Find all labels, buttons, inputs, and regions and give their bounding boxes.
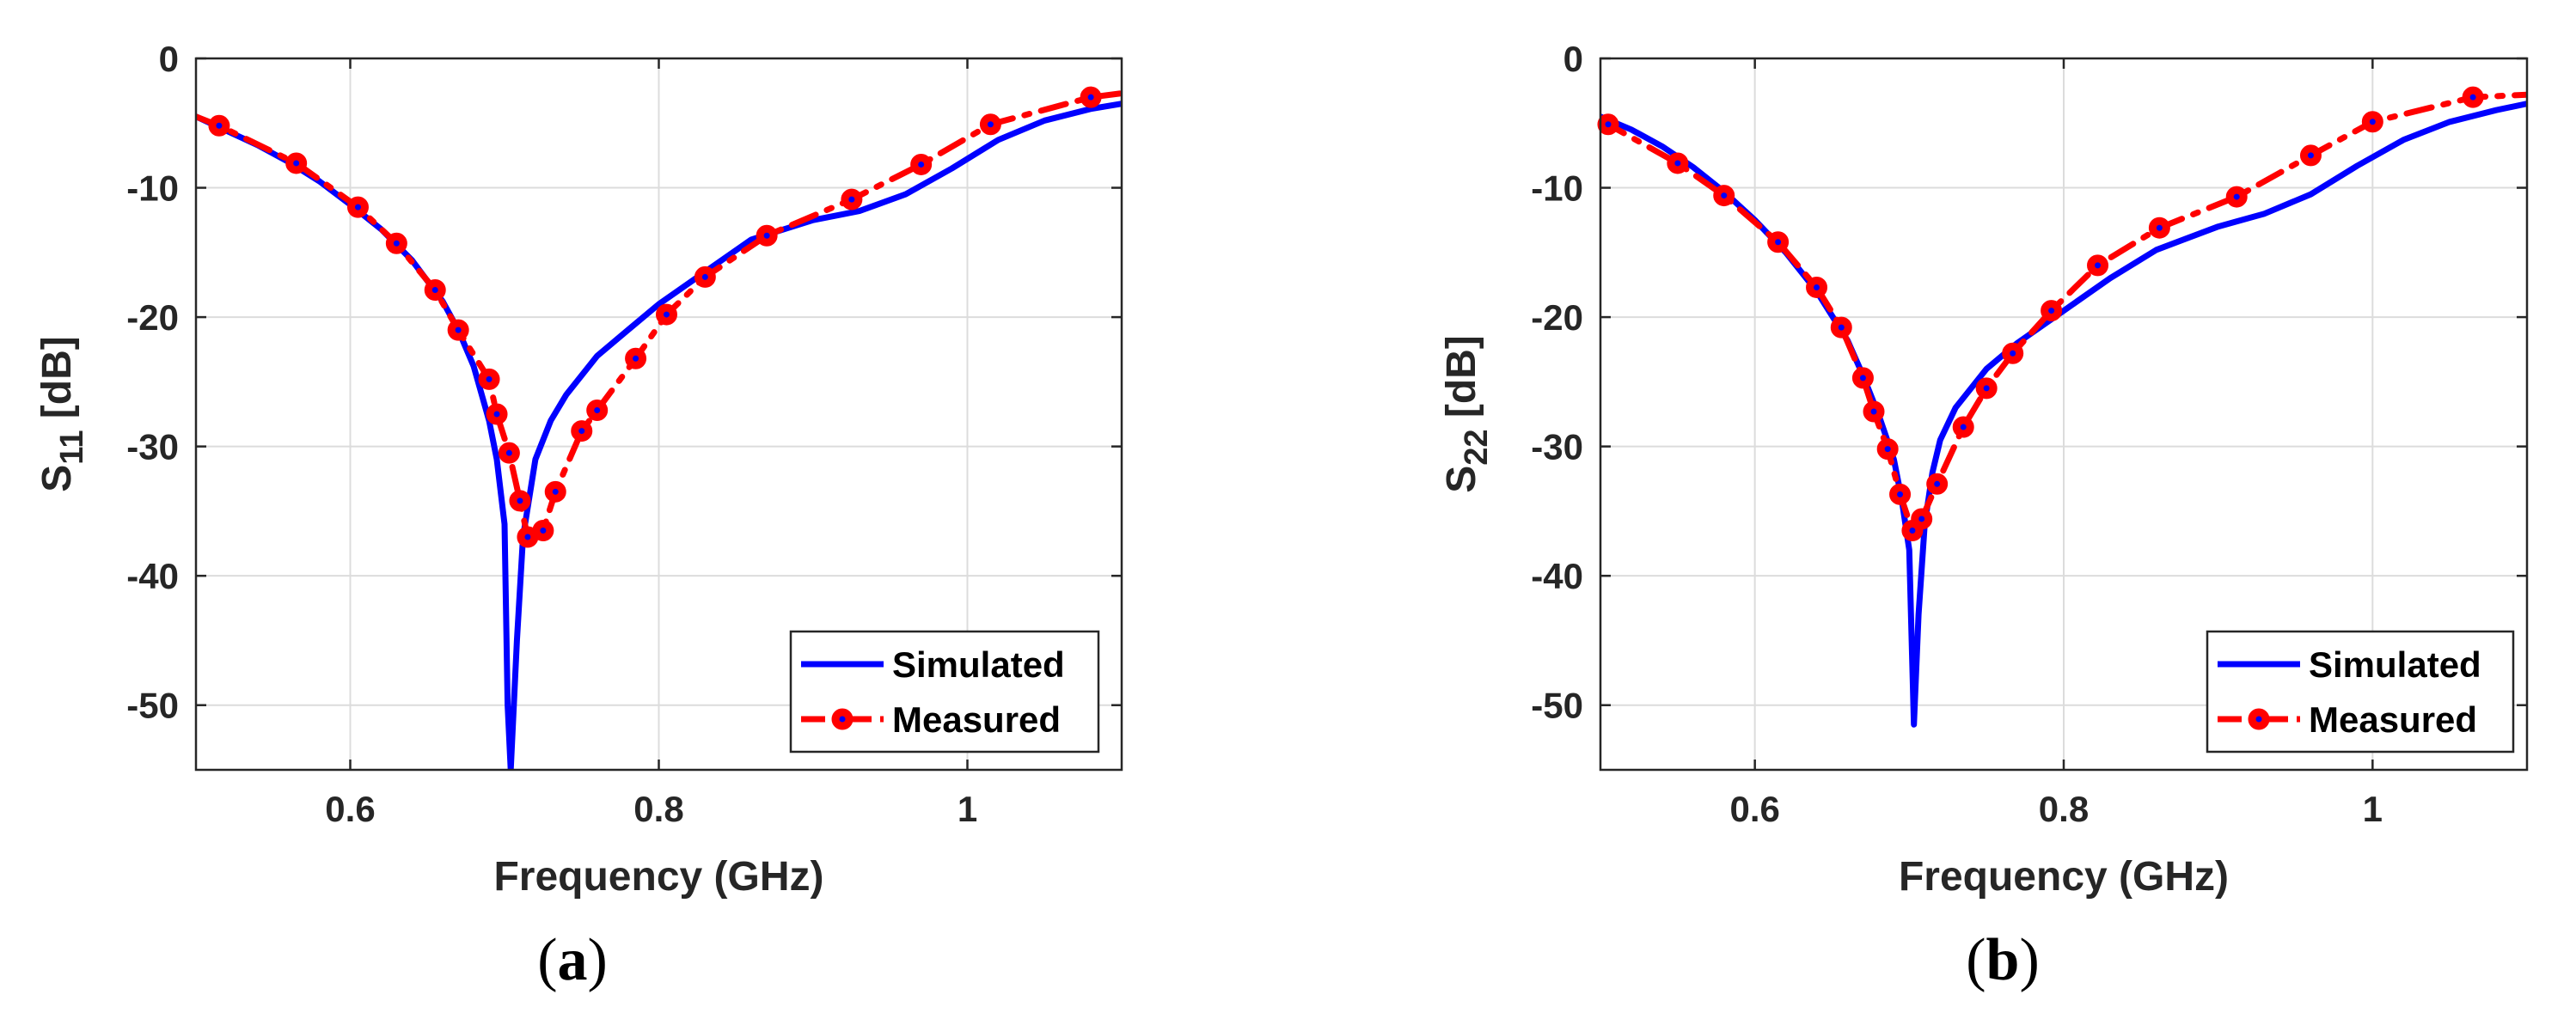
- data-point: [841, 188, 863, 211]
- data-point: [532, 519, 554, 541]
- legend: Simulated Measured: [2206, 630, 2515, 754]
- y-tick-label: 0: [1563, 39, 1583, 79]
- y-tick-label: 0: [159, 39, 179, 79]
- y-tick-label: -40: [126, 556, 179, 596]
- panel-caption: (b): [1966, 927, 2040, 993]
- y-tick-label: -10: [1531, 168, 1583, 209]
- data-point: [2041, 300, 2063, 322]
- x-tick-label: 0.8: [2039, 789, 2089, 829]
- data-point: [2002, 342, 2024, 364]
- data-point: [2087, 254, 2109, 277]
- data-point: [1767, 231, 1790, 253]
- data-point: [2148, 217, 2170, 239]
- data-point: [625, 347, 647, 369]
- data-point: [544, 480, 566, 503]
- data-point: [694, 265, 716, 288]
- data-point: [1806, 276, 1828, 298]
- x-tick-label: 1: [958, 789, 977, 829]
- x-axis-label: Frequency (GHz): [1899, 854, 2229, 900]
- y-tick-label: -30: [1531, 427, 1583, 467]
- data-point: [208, 114, 230, 137]
- x-tick-label: 0.8: [633, 789, 683, 829]
- data-point: [447, 319, 469, 341]
- data-point: [498, 442, 520, 464]
- data-point: [478, 368, 500, 390]
- chart-panel-a: 0.6 0.8 1 0 -10 -20 -30 -40 -50 Frequency (GHz) S1…: [34, 39, 1123, 993]
- data-point: [2225, 186, 2248, 208]
- y-tick-label: -50: [126, 686, 179, 726]
- data-point: [1975, 377, 1998, 400]
- data-point: [1597, 113, 1619, 136]
- data-point: [1889, 483, 1912, 505]
- data-point: [655, 303, 677, 326]
- data-point: [571, 420, 593, 442]
- x-tick-label: 0.6: [1729, 789, 1779, 829]
- legend-marker-center: [2255, 716, 2262, 723]
- data-point: [486, 403, 508, 425]
- data-point: [1952, 416, 1974, 438]
- data-point: [1830, 316, 1852, 339]
- data-point: [509, 490, 531, 512]
- legend: Simulated Measured: [789, 630, 1100, 754]
- legend-label-measured: Measured: [2309, 699, 2477, 740]
- x-tick-label: 0.6: [325, 789, 375, 829]
- legend-label-simulated: Simulated: [892, 644, 1065, 685]
- x-tick-label: 1: [2363, 789, 2383, 829]
- legend-marker-center: [839, 716, 846, 723]
- data-point: [385, 232, 407, 254]
- data-point: [285, 152, 308, 174]
- data-point: [1876, 438, 1899, 461]
- data-point: [1926, 473, 1949, 495]
- legend-label-measured: Measured: [892, 699, 1061, 740]
- data-point: [910, 153, 933, 175]
- y-tick-label: -40: [1531, 556, 1583, 596]
- data-point: [424, 278, 446, 301]
- chart-panel-b: 0.6 0.8 1 0 -10 -20 -30 -40 -50 Frequency (GHz) S2…: [1439, 39, 2529, 993]
- data-point: [1851, 367, 1874, 389]
- data-point: [1713, 185, 1735, 207]
- y-tick-label: -30: [126, 427, 179, 467]
- y-tick-label: -50: [1531, 686, 1583, 726]
- data-point: [979, 113, 1001, 136]
- series-line-simulated: [196, 101, 1122, 770]
- y-axis-label: S11 [dB]: [34, 336, 90, 491]
- y-axis-label: S22 [dB]: [1439, 335, 1495, 493]
- data-point: [2299, 144, 2322, 167]
- data-point: [2462, 86, 2484, 108]
- data-point: [1911, 508, 1933, 530]
- data-point: [1863, 400, 1885, 423]
- panel-caption: (a): [537, 927, 608, 993]
- data-point: [1080, 86, 1102, 108]
- x-axis-label: Frequency (GHz): [493, 854, 823, 900]
- data-point: [756, 224, 778, 247]
- y-tick-label: -10: [126, 168, 179, 209]
- y-tick-label: -20: [126, 297, 179, 338]
- data-point: [1667, 152, 1689, 174]
- data-point: [346, 196, 369, 218]
- data-point: [586, 399, 609, 421]
- legend-label-simulated: Simulated: [2309, 644, 2481, 685]
- data-point: [2361, 111, 2383, 133]
- y-tick-label: -20: [1531, 297, 1583, 338]
